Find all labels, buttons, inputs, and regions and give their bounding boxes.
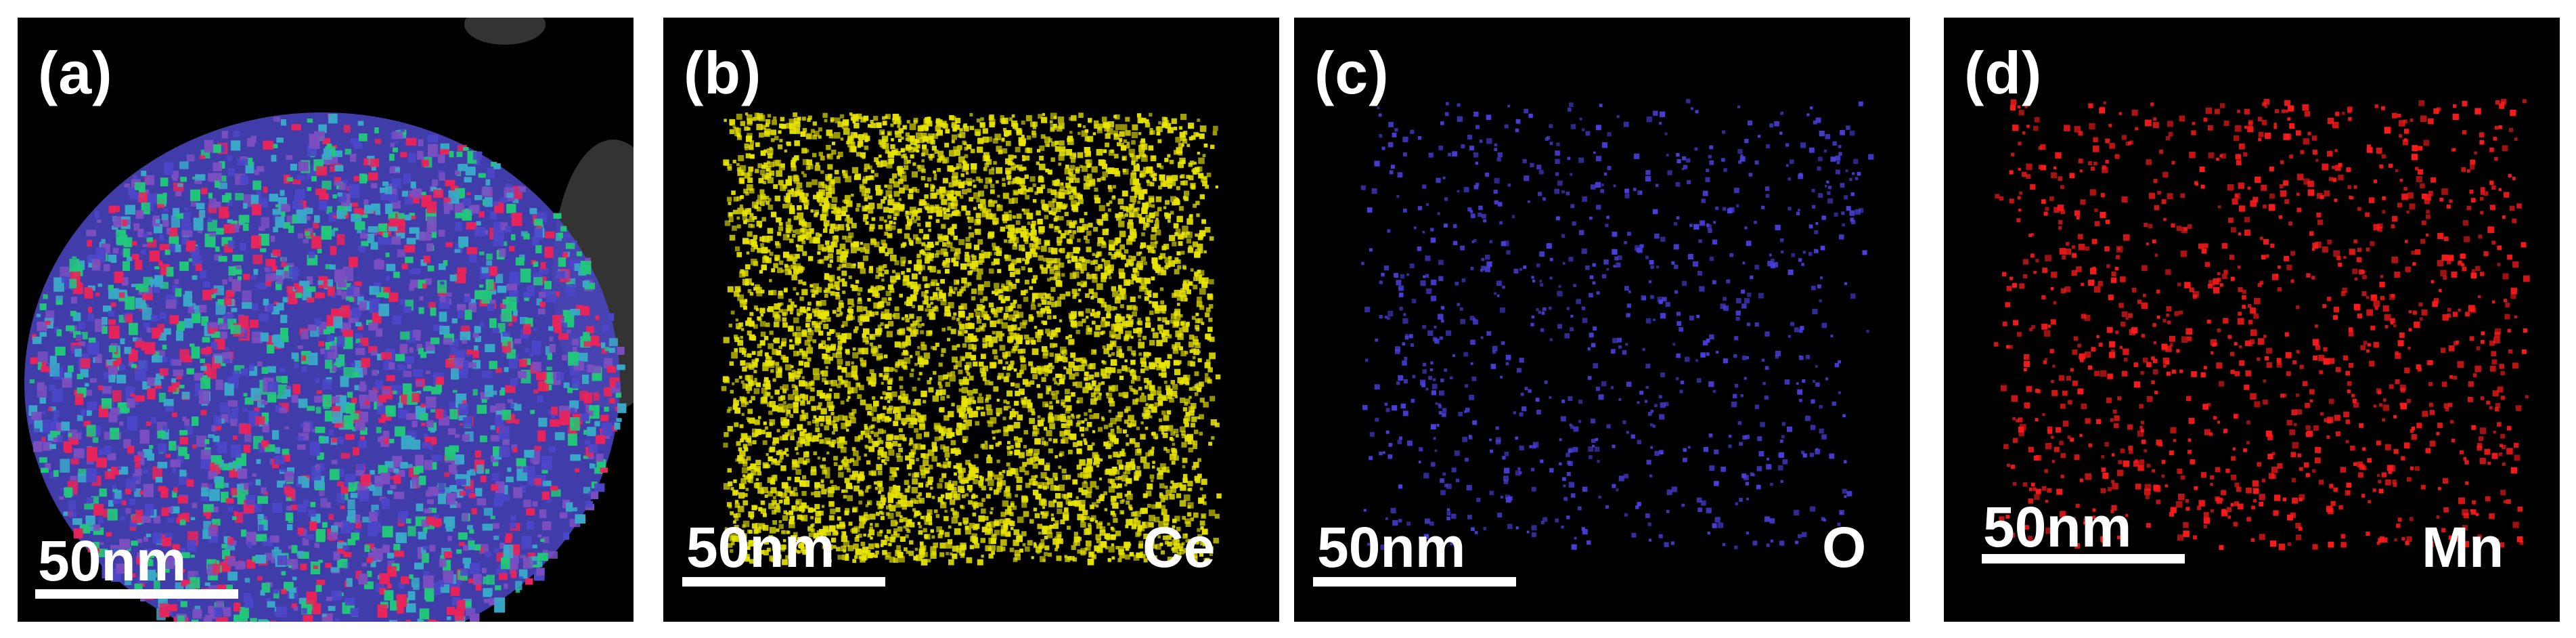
panel-d: (d) 50nm Mn	[1944, 18, 2560, 622]
panel-c: (c) 50nm O	[1294, 18, 1910, 622]
o-map-image	[1360, 99, 1874, 551]
scale-bar-label: 50nm	[38, 529, 187, 593]
scale-bar-label: 50nm	[1317, 515, 1466, 579]
scale-bar	[1982, 554, 2185, 563]
panel-label: (a)	[38, 39, 113, 106]
scale-bar	[35, 589, 238, 599]
element-label: Ce	[1142, 515, 1216, 579]
panel-label: (d)	[1964, 39, 2043, 106]
panel-a: (a) 50nm	[18, 18, 634, 622]
element-label: O	[1822, 515, 1867, 579]
overlay-map-image	[24, 18, 634, 622]
panel-label: (b)	[684, 39, 762, 106]
scale-bar	[682, 577, 885, 587]
element-label: Mn	[2422, 515, 2504, 579]
panel-b: (b) 50nm Ce	[663, 18, 1279, 622]
ce-map-image	[721, 112, 1222, 566]
scale-bar	[1313, 577, 1516, 587]
panel-label: (c)	[1314, 39, 1390, 106]
mn-map-image	[1993, 99, 2530, 551]
scale-bar-label: 50nm	[686, 515, 835, 579]
scale-bar-label: 50nm	[1983, 495, 2132, 559]
